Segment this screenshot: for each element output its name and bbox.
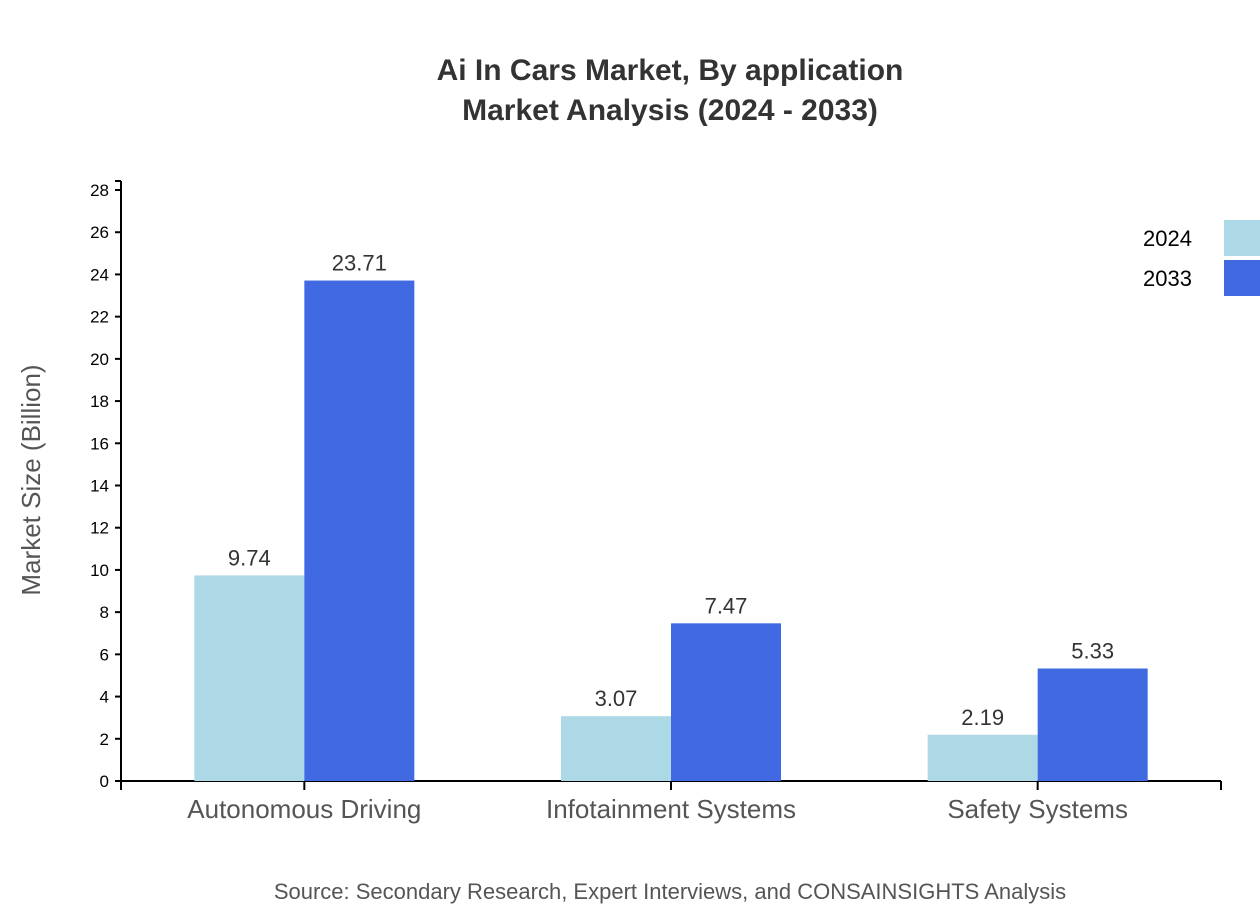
y-tick-label: 16 [90,434,109,453]
legend-label: 2024 [1143,226,1192,251]
x-tick-label: Infotainment Systems [546,794,796,824]
bar-2024 [927,734,1038,781]
y-tick-label: 20 [90,350,109,369]
bar-2024 [561,716,671,781]
y-tick-label: 12 [90,519,109,538]
source-note: Source: Secondary Research, Expert Inter… [274,879,1066,904]
legend-swatch [1224,260,1260,296]
data-label: 2.19 [961,705,1004,730]
x-axis: Autonomous Driving Infotainment Systems Sa… [120,780,1222,824]
y-tick-label: 26 [90,223,109,242]
bar-2033 [304,280,415,781]
bar-2033 [671,623,781,781]
y-tick-label: 10 [90,561,109,580]
y-tick-label: 0 [100,772,109,791]
y-tick-label: 2 [100,730,109,749]
y-tick-label: 22 [90,308,109,327]
y-tick-label: 4 [100,688,109,707]
y-tick-label: 28 [90,181,109,200]
x-tick-label: Autonomous Driving [187,794,421,824]
data-label: 9.74 [228,545,271,570]
y-tick-label: 8 [100,603,109,622]
bars: 9.74 23.71 3.07 7.47 2.19 5.33 [194,251,1148,781]
chart-subtitle: Market Analysis (2024 - 2033) [462,94,878,127]
y-tick-label: 14 [90,477,109,496]
data-label: 5.33 [1071,638,1114,663]
legend-label: 2033 [1143,266,1192,291]
y-axis-label: Market Size (Billion) [16,364,46,595]
data-label: 23.71 [332,251,387,276]
x-tick-label: Safety Systems [947,794,1128,824]
bar-2033 [1037,668,1148,781]
y-tick-label: 6 [100,645,109,664]
legend-swatch [1224,220,1260,256]
data-label: 3.07 [595,686,638,711]
y-tick-label: 24 [90,265,109,284]
bar-2024 [194,575,305,781]
chart-title: Ai In Cars Market, By application [437,54,904,87]
legend: 2024 2033 [1143,220,1260,296]
data-label: 7.47 [705,593,748,618]
y-tick-label: 18 [90,392,109,411]
